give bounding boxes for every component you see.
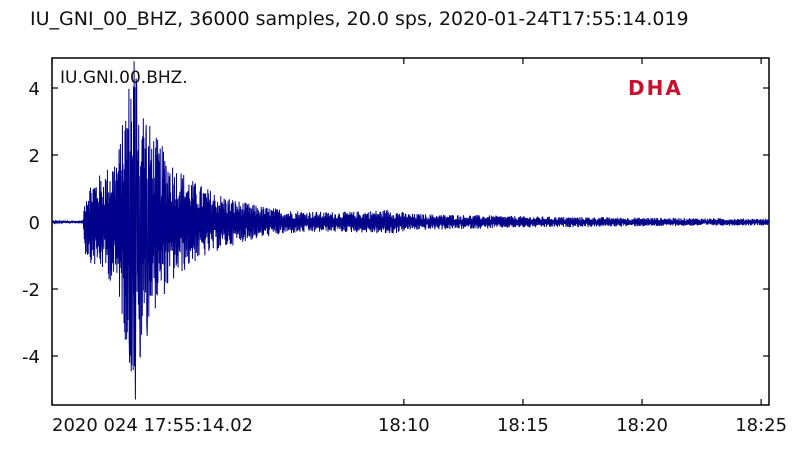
x-tick-label: 18:10 xyxy=(378,415,430,436)
x-tick-label: 18:15 xyxy=(497,415,549,436)
x-tick-label: 18:25 xyxy=(735,415,787,436)
y-tick-labels: 4 2 0 -2 -4 xyxy=(22,79,40,368)
y-tick-label: -2 xyxy=(22,280,40,301)
x-tick-label: 18:20 xyxy=(616,415,668,436)
y-tick-label: 2 xyxy=(29,146,40,167)
seismic-trace-line xyxy=(51,61,770,400)
chart-title: IU_GNI_00_BHZ, 36000 samples, 20.0 sps, … xyxy=(30,8,689,30)
x-tick-labels: 2020 024 17:55:14.02 18:10 18:15 18:20 18:25 xyxy=(52,415,787,436)
plot-frame xyxy=(51,57,770,406)
channel-label: IU.GNI.00.BHZ. xyxy=(60,68,188,88)
y-tick-label: -4 xyxy=(22,347,40,368)
y-tick-label: 4 xyxy=(29,79,40,100)
axis-ticks xyxy=(51,58,769,405)
dha-logo: DHA xyxy=(628,76,683,100)
x-tick-label: 2020 024 17:55:14.02 xyxy=(52,415,253,436)
y-tick-label: 0 xyxy=(29,213,40,234)
